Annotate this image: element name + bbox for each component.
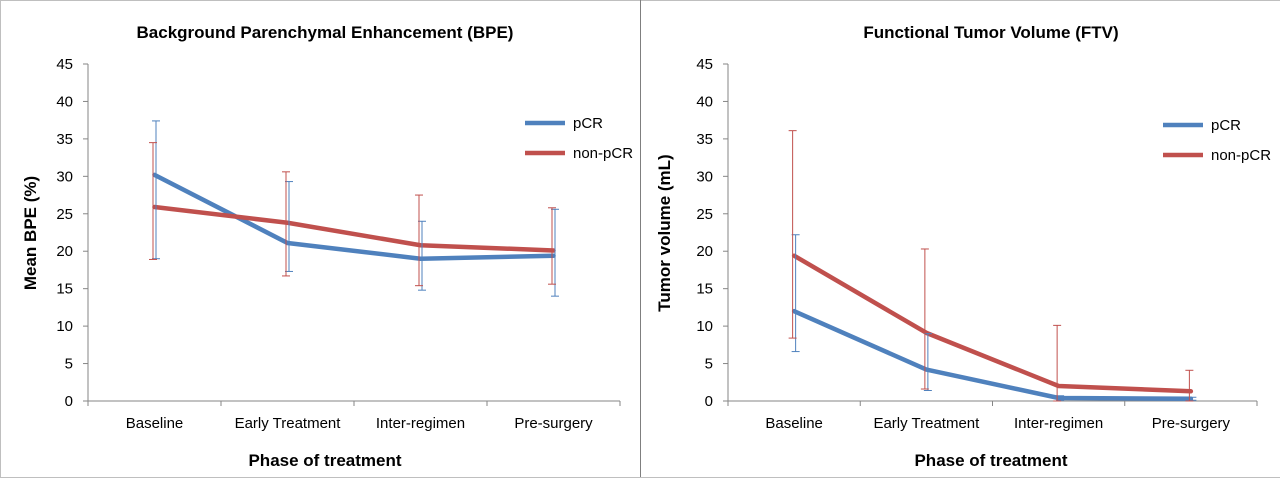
legend-label: pCR [573,115,603,132]
y-tick-label: 30 [696,168,713,185]
y-tick-label: 45 [56,56,73,73]
y-tick-label: 5 [705,356,713,373]
y-tick-label: 25 [696,206,713,223]
y-tick-label: 0 [705,393,713,410]
y-tick-label: 0 [65,393,73,410]
y-tick-label: 30 [56,168,73,185]
y-tick-label: 25 [56,206,73,223]
x-tick-label: Inter-regimen [1014,415,1103,432]
y-axis-title: Mean BPE (%) [21,176,40,290]
bpe-chart-panel: Background Parenchymal Enhancement (BPE)… [0,0,640,477]
y-tick-label: 20 [56,243,73,260]
y-tick-label: 15 [56,281,73,298]
series-line-non-pCR [791,253,1194,394]
x-axis-title: Phase of treatment [914,451,1067,470]
x-tick-label: Pre-surgery [514,415,593,432]
y-tick-label: 40 [696,93,713,110]
legend-label: non-pCR [573,145,633,162]
chart-title: Functional Tumor Volume (FTV) [863,23,1118,42]
y-tick-label: 5 [65,356,73,373]
x-axis-title: Phase of treatment [248,451,401,470]
y-tick-label: 35 [56,131,73,148]
y-tick-label: 40 [56,93,73,110]
y-tick-label: 20 [696,243,713,260]
ftv-chart-panel: Functional Tumor Volume (FTV) Phase of t… [641,0,1280,477]
y-tick-label: 45 [696,56,713,73]
x-tick-label: Baseline [126,415,184,432]
bpe-chart: Background Parenchymal Enhancement (BPE)… [21,23,633,470]
series-line-pCR [791,308,1194,402]
legend-label: non-pCR [1211,147,1271,164]
y-tick-label: 10 [56,318,73,335]
y-axis-title: Tumor volume (mL) [655,154,674,311]
x-tick-label: Early Treatment [235,415,342,432]
x-tick-label: Early Treatment [873,415,980,432]
y-tick-label: 10 [696,318,713,335]
panel-divider [640,0,641,477]
x-tick-label: Pre-surgery [1152,415,1231,432]
x-tick-label: Baseline [765,415,823,432]
x-tick-label: Inter-regimen [376,415,465,432]
y-tick-label: 15 [696,281,713,298]
chart-title: Background Parenchymal Enhancement (BPE) [137,23,514,42]
ftv-chart: Functional Tumor Volume (FTV) Phase of t… [655,23,1271,470]
y-tick-label: 35 [696,131,713,148]
series-line-non-pCR [152,204,556,253]
series-line-pCR [152,172,556,261]
legend-label: pCR [1211,117,1241,134]
